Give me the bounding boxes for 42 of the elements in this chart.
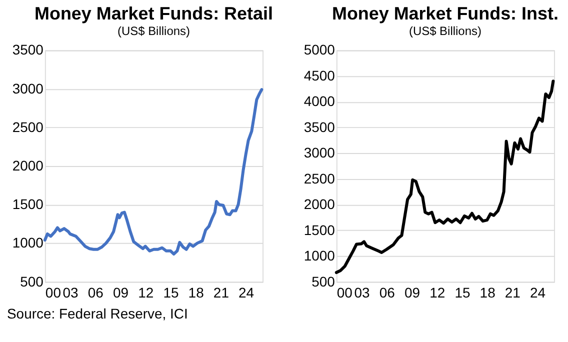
y-tick-label: 2000 [12, 157, 44, 174]
chart-title: Money Market Funds: Retail [34, 3, 273, 24]
x-tick-label: 24 [238, 284, 254, 300]
x-tick-label: 18 [188, 284, 204, 300]
x-tick-label: 06 [88, 284, 104, 300]
x-tick-label: 00 [336, 284, 353, 300]
x-tick-label: 12 [430, 284, 446, 300]
x-tick-label: 15 [454, 284, 470, 300]
chart-title: Money Market Funds: Inst. [332, 3, 558, 24]
chart-subtitle: (US$ Billions) [117, 24, 190, 38]
x-tick-label: 12 [138, 284, 154, 300]
line-series [334, 80, 555, 274]
x-tick-label: 03 [354, 284, 370, 300]
y-tick-label: 2000 [304, 196, 336, 212]
chart-subtitle: (US$ Billions) [408, 24, 482, 38]
y-tick-label: 1000 [304, 248, 336, 264]
y-tick-label: 2500 [304, 170, 336, 186]
y-tick-label: 2500 [12, 118, 44, 135]
y-tick-label: 1500 [12, 196, 44, 212]
y-tick-label: 3500 [12, 42, 44, 58]
y-tick-label: 1500 [304, 222, 336, 238]
x-tick-label: 15 [163, 284, 179, 300]
y-tick-label: 500 [312, 273, 336, 290]
y-tick-label: 1000 [12, 234, 44, 251]
y-tick-label: 3000 [12, 80, 44, 96]
source-note: Source: Federal Reserve, ICI [6, 306, 188, 322]
y-tick-label: 3000 [304, 144, 336, 161]
x-tick-label: 00 [45, 284, 62, 300]
y-tick-label: 500 [20, 273, 44, 290]
x-tick-label: 21 [504, 284, 521, 300]
x-tick-label: 03 [62, 284, 79, 300]
x-tick-label: 18 [480, 284, 496, 300]
x-tick-label: 09 [404, 284, 420, 300]
y-tick-label: 5000 [304, 42, 336, 58]
x-tick-label: 21 [213, 284, 230, 300]
y-tick-label: 4500 [304, 67, 336, 84]
x-tick-label: 09 [112, 284, 129, 300]
x-tick-label: 06 [379, 284, 396, 300]
x-tick-label: 24 [530, 284, 546, 300]
y-tick-label: 3500 [304, 118, 336, 135]
y-tick-label: 4000 [304, 93, 336, 110]
line-series [43, 88, 264, 256]
